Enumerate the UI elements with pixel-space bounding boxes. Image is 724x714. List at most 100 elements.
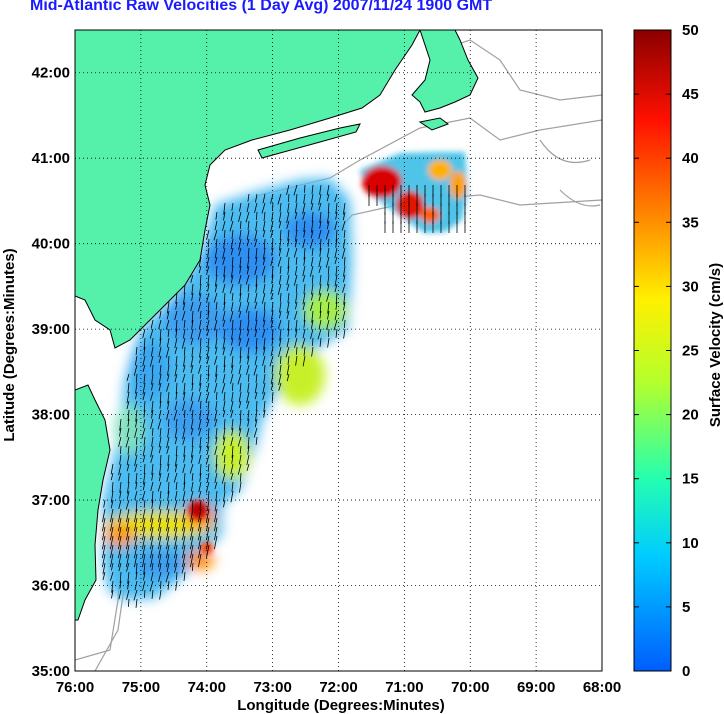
velocity-vector <box>254 382 258 394</box>
velocity-vector <box>198 535 202 550</box>
velocity-vector <box>151 589 154 599</box>
velocity-vector <box>158 517 162 532</box>
velocity-vector <box>263 238 266 249</box>
colorbar-tick-label: 20 <box>682 407 699 424</box>
velocity-vector <box>239 229 242 240</box>
velocity-vector <box>182 535 186 550</box>
velocity-vector <box>295 220 298 231</box>
velocity-vector <box>191 472 194 481</box>
velocity-vector <box>158 544 162 559</box>
velocity-vector <box>174 544 178 559</box>
velocity-vector <box>150 454 154 463</box>
velocity-vector <box>293 184 298 196</box>
velocity-vector <box>222 220 226 231</box>
velocity-vector <box>245 274 250 285</box>
velocity-vector <box>309 265 314 277</box>
velocity-vector <box>142 418 146 429</box>
velocity-vector <box>181 337 186 349</box>
velocity-vector <box>319 184 322 195</box>
velocity-vector <box>198 481 202 493</box>
velocity-vector <box>287 238 290 247</box>
velocity-vector <box>198 454 202 465</box>
velocity-vector <box>126 553 130 568</box>
velocity-vector <box>262 193 266 204</box>
velocity-vector <box>151 382 154 391</box>
velocity-vector <box>213 292 218 303</box>
velocity-vector <box>150 571 154 582</box>
velocity-vector <box>215 400 218 411</box>
velocity-vector <box>118 463 122 476</box>
velocity-vector <box>159 427 162 437</box>
velocity-vector <box>207 364 210 376</box>
velocity-vector <box>270 382 274 391</box>
velocity-vector <box>254 409 258 422</box>
velocity-vector <box>230 274 234 284</box>
velocity-vector <box>151 436 154 447</box>
velocity-vector <box>133 589 138 601</box>
velocity-vector <box>253 364 258 376</box>
velocity-vector <box>238 247 242 256</box>
velocity-vector <box>303 184 306 193</box>
velocity-vector <box>126 373 130 381</box>
velocity-vector <box>279 265 282 274</box>
velocity-vector <box>110 526 114 541</box>
velocity-vector <box>102 526 106 541</box>
velocity-vector <box>191 562 194 571</box>
velocity-vector <box>110 490 114 503</box>
velocity-vector <box>222 463 226 474</box>
velocity-vector <box>254 391 258 400</box>
velocity-vector <box>270 319 274 329</box>
velocity-vector <box>261 265 266 276</box>
velocity-vector <box>119 580 122 589</box>
velocity-vector <box>158 382 162 392</box>
velocity-vector <box>318 256 322 268</box>
velocity-vector <box>247 247 250 258</box>
velocity-vector <box>230 472 234 480</box>
velocity-vector <box>111 580 114 593</box>
velocity-vector <box>183 409 186 418</box>
velocity-vector <box>134 454 138 467</box>
velocity-vector <box>191 373 194 385</box>
velocity-vector <box>294 229 298 242</box>
velocity-vector <box>245 301 250 313</box>
velocity-vector <box>303 283 306 294</box>
velocity-vector <box>167 490 170 500</box>
velocity-vector <box>166 301 170 314</box>
colorbar-tick-label: 35 <box>682 214 699 231</box>
velocity-vector <box>150 346 154 357</box>
colorbar-ticks: 0 5 10 15 20 25 30 35 40 45 50 <box>634 22 699 680</box>
velocity-vector <box>134 427 138 438</box>
velocity-vector <box>110 517 114 532</box>
velocity-vector <box>206 346 210 359</box>
velocity-vector <box>303 346 306 356</box>
velocity-vector <box>158 346 162 358</box>
velocity-vector <box>255 337 258 349</box>
velocity-vector <box>159 310 162 319</box>
velocity-vector <box>221 472 226 484</box>
velocity-vector <box>327 283 330 292</box>
velocity-vector <box>158 319 162 330</box>
velocity-vector <box>334 193 338 202</box>
velocity-vector <box>166 544 170 559</box>
velocity-vector <box>263 373 266 384</box>
velocity-vector <box>110 571 114 581</box>
velocity-vector <box>118 526 122 541</box>
velocity-vector <box>182 328 186 339</box>
velocity-vector <box>190 445 194 458</box>
velocity-vector <box>143 571 146 581</box>
velocity-vector <box>125 499 130 510</box>
velocity-vector <box>271 391 274 402</box>
y-tick-label: 35:00 <box>32 663 70 680</box>
velocity-vector <box>270 283 274 295</box>
velocity-vector <box>311 346 314 357</box>
velocity-vector <box>302 274 306 282</box>
velocity-vector <box>143 589 146 598</box>
velocity-vector <box>166 508 170 523</box>
velocity-vector <box>246 238 250 247</box>
velocity-vector <box>270 373 274 385</box>
velocity-vector <box>287 292 290 303</box>
velocity-vector <box>167 328 170 337</box>
velocity-vector <box>231 382 234 391</box>
velocity-vector <box>206 544 210 559</box>
velocity-vector <box>159 454 162 465</box>
